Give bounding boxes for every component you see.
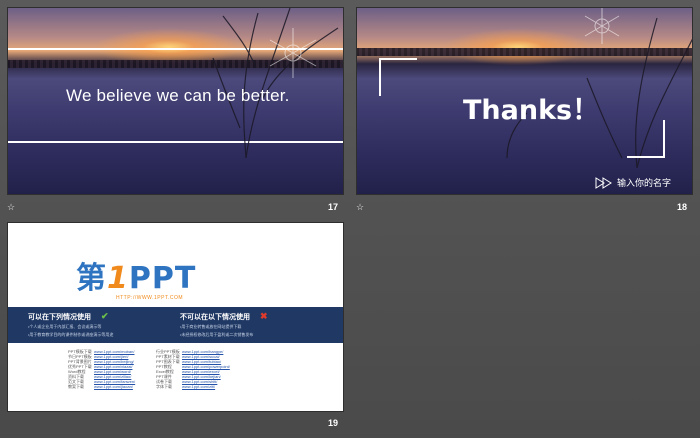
slide-thumbnail-17[interactable]: We believe we can be better. xyxy=(7,7,344,195)
logo-ppt: PPT xyxy=(128,261,197,296)
snowflake-icon xyxy=(584,8,620,44)
cross-icon: ✖ xyxy=(260,311,268,321)
transition-star-icon[interactable]: ☆ xyxy=(7,202,16,212)
link-key: 范文下载 xyxy=(68,379,84,384)
frame-corner-top-left xyxy=(379,58,417,96)
allowed-title: 可以在下列情况使用 xyxy=(28,314,91,321)
not-allowed-line: •用于商业转售或放在网站提供下载 xyxy=(180,324,242,329)
link[interactable]: www.1ppt.com/jieri/ xyxy=(94,354,129,359)
link[interactable]: www.1ppt.com/kejian/ xyxy=(182,374,221,379)
allowed-line: •个人或企业用于内部汇报、会议或演示等 xyxy=(28,324,102,329)
branches-illustration xyxy=(506,8,692,169)
logo: 第1PPT HTTP://WWW.1PPT.COM xyxy=(76,253,196,301)
bottom-rule xyxy=(8,141,343,143)
link[interactable]: www.1ppt.com/word/ xyxy=(94,369,131,374)
check-icon: ✔ xyxy=(101,311,109,321)
allowed-column: 可以在下列情况使用 ✔ •个人或企业用于内部汇报、会议或演示等 •用于教育教学目的… xyxy=(28,311,113,338)
snowflake-icon xyxy=(269,28,317,78)
link[interactable]: www.1ppt.com/shiti/ xyxy=(182,379,218,384)
slide-number: 17 xyxy=(328,202,339,212)
link-key: PPT课件 xyxy=(156,374,172,379)
link-key: 试卷下载 xyxy=(156,379,172,384)
link-key: Excel教程 xyxy=(156,369,174,374)
link-key: 字体下载 xyxy=(156,384,172,389)
logo-one: 1 xyxy=(107,261,129,296)
tree-line xyxy=(8,60,343,68)
link-key: PPT教程 xyxy=(156,364,172,369)
branches-illustration xyxy=(212,8,339,159)
logo-url: HTTP://WWW.1PPT.COM xyxy=(116,295,183,301)
not-allowed-line: •未经授权修改后用于盈利或二次销售发布 xyxy=(180,332,254,337)
allowed-line: •用于教育教学目的的课件制作或讲座演示等用途 xyxy=(28,332,114,337)
frame-corner-bottom-right xyxy=(627,120,665,158)
slide-thumbnail-18[interactable]: Thanks！ 输入你的名字 xyxy=(356,7,693,195)
links-left: PPT模板下载 www.1ppt.com/moban/ 节日PPT模板 www.1p… xyxy=(68,349,135,389)
link[interactable]: www.1ppt.com/ziti/ xyxy=(182,384,216,389)
slide-thumbnail-19[interactable]: 第1PPT HTTP://WWW.1PPT.COM 可以在下列情况使用 ✔ •个人… xyxy=(7,222,344,412)
link-key: PPT模板下载 xyxy=(68,349,92,354)
link[interactable]: www.1ppt.com/powerpoint/ xyxy=(182,364,230,369)
link-key: 资料下载 xyxy=(68,374,84,379)
links-right: 行业PPT模板 www.1ppt.com/hangye/ PPT素材下载 www.1… xyxy=(156,349,230,389)
slide-title: Thanks！ xyxy=(463,95,600,126)
link[interactable]: www.1ppt.com/sucai/ xyxy=(182,354,220,359)
link[interactable]: www.1ppt.com/xiazai/ xyxy=(94,364,133,369)
link-key: PPT素材下载 xyxy=(156,354,180,359)
name-row: 输入你的名字 xyxy=(595,176,671,189)
usage-band: 可以在下列情况使用 ✔ •个人或企业用于内部汇报、会议或演示等 •用于教育教学目的… xyxy=(8,307,343,343)
slide-caption: We believe we can be better. xyxy=(66,86,290,105)
tree-line xyxy=(357,48,692,56)
link-key: Word教程 xyxy=(68,369,86,374)
link[interactable]: www.1ppt.com/hangye/ xyxy=(182,349,224,354)
not-allowed-column: 不可以在以下情况使用 ✖ •用于商业转售或放在网站提供下载 •未经授权修改后用于盈… xyxy=(180,311,268,338)
link[interactable]: www.1ppt.com/moban/ xyxy=(94,349,135,354)
link[interactable]: www.1ppt.com/jiaoan/ xyxy=(94,384,133,389)
link-key: 优秀PPT下载 xyxy=(68,364,92,369)
logo-cn: 第 xyxy=(76,261,107,296)
link-key: 节日PPT模板 xyxy=(68,354,92,359)
top-rule xyxy=(8,48,343,50)
link[interactable]: www.1ppt.com/beijing/ xyxy=(94,359,134,364)
link[interactable]: www.1ppt.com/ziliao/ xyxy=(94,374,132,379)
transition-star-icon[interactable]: ☆ xyxy=(356,202,365,212)
play-arrow-icon xyxy=(595,176,612,189)
slide-number: 19 xyxy=(328,418,339,428)
link[interactable]: www.1ppt.com/tubiao/ xyxy=(182,359,222,364)
link-key: 行业PPT模板 xyxy=(156,349,180,354)
link-key: 教案下载 xyxy=(68,384,84,389)
link[interactable]: www.1ppt.com/fanwen/ xyxy=(94,379,136,384)
link[interactable]: www.1ppt.com/excel/ xyxy=(182,369,220,374)
name-placeholder: 输入你的名字 xyxy=(617,178,672,188)
not-allowed-title: 不可以在以下情况使用 xyxy=(180,314,250,321)
slide-number: 18 xyxy=(677,202,688,212)
link-key: PPT背景图片 xyxy=(68,359,92,364)
link-key: PPT图表下载 xyxy=(156,359,180,364)
